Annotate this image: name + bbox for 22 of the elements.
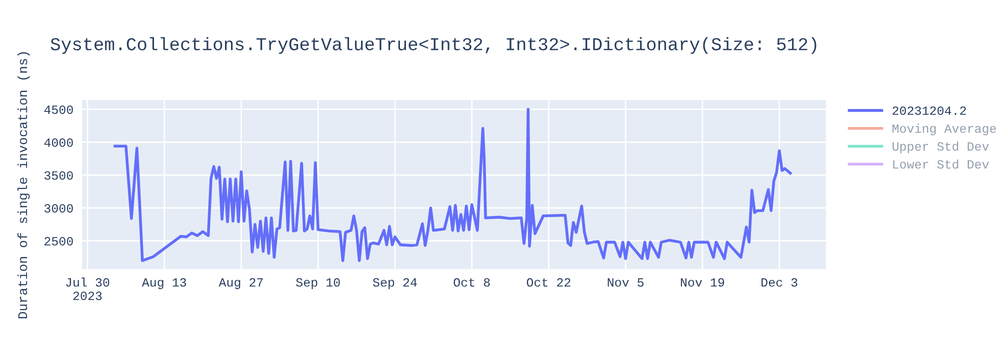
y-tick-label: 4500 <box>44 105 73 114</box>
x-tick-label: Aug 13 <box>142 278 186 290</box>
y-tick-label: 3000 <box>44 204 73 213</box>
x-tick-label: Aug 27 <box>218 278 263 290</box>
x-tick-label: Dec 3 <box>762 278 798 287</box>
x-tick-label: Oct 22 <box>526 278 570 287</box>
y-tick-label: 3500 <box>44 171 73 180</box>
legend-label: Upper Std Dev <box>892 142 989 154</box>
legend-label: 20231204.2 <box>892 106 966 115</box>
chart-title: System.Collections.TryGetValueTrue<Int32, Int32>.IDictionary(Size: 512) <box>50 37 816 54</box>
y-tick-label: 2500 <box>44 237 73 246</box>
y-tick-label: 4000 <box>44 138 73 147</box>
line-series <box>114 108 792 262</box>
x-tick-label: Sep 24 <box>372 278 417 290</box>
x-tick-label: Sep 10 <box>296 278 340 290</box>
x-tick-label: Nov 5 <box>608 278 644 287</box>
y-axis-title: Duration of single invocation (ns) <box>17 52 30 318</box>
x-tick-label: Nov 19 <box>680 278 724 287</box>
legend-label: Moving Average <box>892 124 996 136</box>
x-tick-label: Oct 8 <box>454 278 490 287</box>
x-tick-label: Jul 30 2023 <box>66 277 110 300</box>
legend-label: Lower Std Dev <box>893 159 989 169</box>
